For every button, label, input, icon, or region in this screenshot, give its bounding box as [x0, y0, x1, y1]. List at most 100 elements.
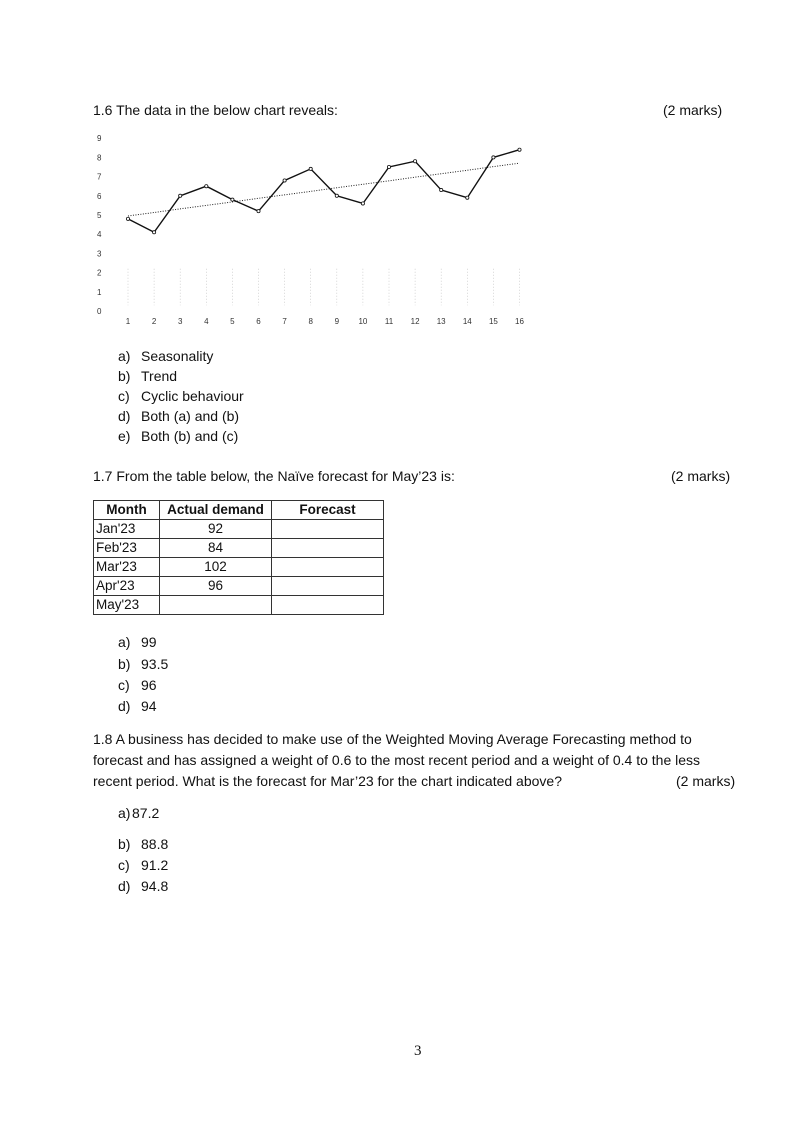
page-number: 3: [414, 1043, 422, 1059]
data-point: [308, 166, 313, 171]
y-tick-label: 8: [97, 153, 102, 162]
series-line: [127, 149, 520, 234]
option-text: Both (b) and (c): [141, 428, 239, 444]
cell-forecast: [271, 519, 384, 539]
option-letter: d): [118, 878, 131, 894]
cell-actual-demand: [159, 595, 272, 615]
option-b: b) Trend: [118, 368, 177, 384]
option-d: d) 94: [118, 698, 157, 714]
trend-line: [127, 162, 520, 217]
option-d: d) 94.8: [118, 878, 168, 894]
data-point: [178, 193, 183, 198]
x-tick-label: 16: [515, 317, 524, 326]
option-text: Trend: [141, 368, 178, 384]
option-letter: c): [118, 388, 130, 404]
x-tick-label: 12: [411, 317, 420, 326]
q16-question: 1.6 The data in the below chart reveals:: [93, 102, 338, 118]
option-text: Both (a) and (b): [141, 408, 240, 424]
data-point: [517, 147, 522, 152]
data-point: [413, 159, 418, 164]
option-letter: b): [118, 836, 131, 852]
data-point: [126, 216, 131, 221]
table-row: Jan'23 92: [93, 519, 384, 539]
cell-actual-demand: 96: [159, 576, 272, 596]
option-letter: c): [118, 857, 130, 873]
x-tick-label: 11: [385, 317, 394, 326]
data-point: [439, 188, 444, 193]
x-tick-label: 9: [335, 317, 340, 326]
option-a: a) 99: [118, 634, 157, 650]
x-tick-label: 3: [178, 317, 183, 326]
y-tick-label: 7: [97, 173, 102, 182]
cell-forecast: [271, 576, 384, 596]
data-point: [152, 230, 157, 235]
y-tick-label: 3: [97, 249, 102, 258]
x-tick-label: 4: [204, 317, 209, 326]
table-row: Mar'23 102: [93, 557, 384, 577]
cell-actual-demand: 92: [159, 519, 272, 539]
x-tick-label: 6: [256, 317, 261, 326]
q18-line2: forecast and has assigned a weight of 0.…: [93, 752, 701, 768]
option-text: 94.8: [141, 878, 169, 894]
data-point: [360, 201, 365, 206]
option-letter: d): [118, 408, 131, 424]
x-tick-label: 14: [463, 317, 472, 326]
option-c: c) 91.2: [118, 857, 168, 873]
option-d: d) Both (a) and (b): [118, 408, 239, 424]
q18-question: 1.8 A business has decided to make use o…: [93, 729, 743, 792]
option-a: a) Seasonality: [118, 348, 213, 364]
y-tick-label: 2: [97, 269, 102, 278]
data-point: [334, 193, 339, 198]
y-tick-label: 6: [97, 192, 102, 201]
header-forecast: Forecast: [271, 500, 384, 520]
data-point: [204, 184, 209, 189]
option-text: Seasonality: [141, 348, 214, 364]
option-text: 87.2: [132, 805, 160, 821]
option-letter: e): [118, 428, 131, 444]
header-actual-demand: Actual demand: [159, 500, 272, 520]
cell-month: Feb'23: [93, 538, 160, 558]
data-point: [465, 195, 470, 200]
cell-forecast: [271, 538, 384, 558]
option-c: c) Cyclic behaviour: [118, 388, 244, 404]
option-letter: b): [118, 368, 131, 384]
option-text: 91.2: [141, 857, 169, 873]
option-text: Cyclic behaviour: [141, 388, 244, 404]
y-tick-label: 4: [97, 230, 102, 239]
y-tick-label: 1: [97, 288, 102, 297]
option-b: b) 93.5: [118, 656, 168, 672]
option-letter: a): [118, 634, 131, 650]
cell-month: Mar'23: [93, 557, 160, 577]
data-point: [256, 209, 261, 214]
q16-marks: (2 marks): [663, 102, 723, 118]
cell-actual-demand: 102: [159, 557, 272, 577]
x-tick-label: 1: [126, 317, 131, 326]
x-tick-label: 2: [152, 317, 157, 326]
option-text: 99: [141, 634, 157, 650]
q17-marks: (2 marks): [671, 468, 731, 484]
option-c: c) 96: [118, 677, 157, 693]
option-letter: b): [118, 656, 131, 672]
x-tick-label: 13: [437, 317, 446, 326]
x-tick-label: 7: [282, 317, 287, 326]
option-text: 94: [141, 698, 157, 714]
q18-marks: (2 marks): [676, 773, 736, 789]
table-row: Apr'23 96: [93, 576, 384, 596]
cell-forecast: [271, 595, 384, 615]
demand-table: Month Actual demand Forecast Jan'23 92 Feb…: [93, 500, 384, 615]
option-b: b) 88.8: [118, 836, 168, 852]
data-point: [282, 178, 287, 183]
x-tick-label: 10: [358, 317, 367, 326]
option-e: e) Both (b) and (c): [118, 428, 238, 444]
cell-month: May'23: [93, 595, 160, 615]
option-text: 88.8: [141, 836, 169, 852]
x-tick-label: 15: [489, 317, 498, 326]
option-letter: a): [118, 348, 131, 364]
option-text: 96: [141, 677, 157, 693]
data-point: [386, 165, 391, 170]
option-letter: a): [118, 805, 131, 821]
data-point: [491, 155, 496, 160]
cell-actual-demand: 84: [159, 538, 272, 558]
cell-month: Jan'23: [93, 519, 160, 539]
